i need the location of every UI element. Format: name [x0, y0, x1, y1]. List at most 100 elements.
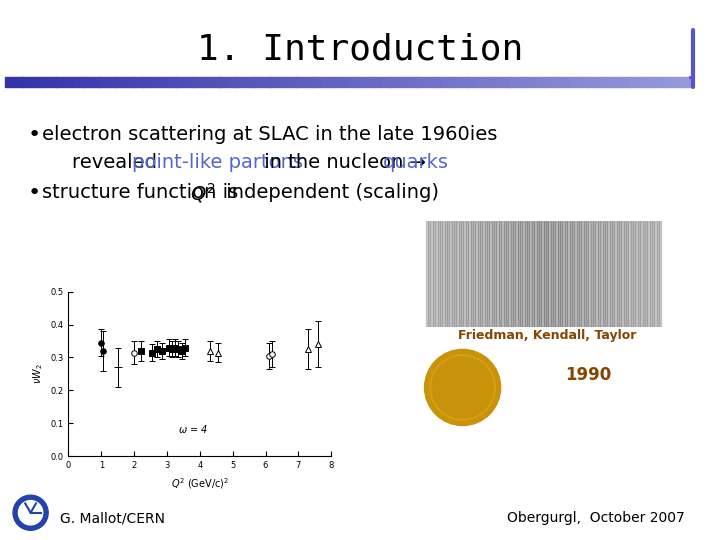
Text: 1990: 1990	[565, 366, 611, 384]
Bar	[518, 221, 520, 327]
Bar	[665, 77, 673, 87]
Bar	[645, 221, 647, 327]
Bar	[516, 221, 518, 327]
Bar	[640, 221, 642, 327]
Bar	[279, 77, 288, 87]
Bar	[673, 77, 682, 87]
Bar	[48, 77, 57, 87]
Bar	[629, 221, 631, 327]
Bar	[447, 221, 449, 327]
Bar	[133, 77, 143, 87]
Bar	[477, 221, 480, 327]
Bar	[570, 77, 579, 87]
Bar	[431, 221, 433, 327]
Bar	[508, 221, 510, 327]
Bar	[553, 77, 562, 87]
Bar	[638, 221, 640, 327]
Bar	[459, 77, 468, 87]
Bar	[586, 221, 588, 327]
Bar	[510, 221, 513, 327]
Bar	[40, 77, 48, 87]
Bar	[245, 77, 254, 87]
Bar	[117, 77, 125, 87]
Bar	[445, 221, 447, 327]
Bar	[108, 77, 117, 87]
Bar	[510, 77, 519, 87]
Bar	[99, 77, 108, 87]
Bar	[621, 77, 631, 87]
Bar	[581, 221, 584, 327]
Bar	[656, 77, 665, 87]
Bar	[518, 77, 528, 87]
Bar	[322, 77, 331, 87]
Bar	[442, 221, 445, 327]
Text: in the nucleon →: in the nucleon →	[258, 152, 432, 172]
Bar	[544, 77, 554, 87]
Bar	[499, 221, 501, 327]
Bar	[194, 77, 202, 87]
Text: $\omega$ = 4: $\omega$ = 4	[179, 423, 208, 435]
Bar	[534, 221, 536, 327]
Bar	[544, 221, 546, 327]
Bar	[287, 77, 297, 87]
Bar	[219, 77, 228, 87]
Bar	[630, 77, 639, 87]
Text: point-like partons: point-like partons	[132, 152, 303, 172]
Bar	[435, 221, 438, 327]
Bar	[610, 221, 612, 327]
Circle shape	[13, 495, 48, 530]
Text: $Q^2$: $Q^2$	[190, 181, 216, 205]
Bar	[560, 221, 562, 327]
Bar	[31, 77, 40, 87]
Text: •: •	[28, 125, 41, 145]
Bar	[466, 221, 468, 327]
Bar	[593, 221, 595, 327]
Bar	[520, 221, 523, 327]
Bar	[330, 77, 339, 87]
Bar	[647, 221, 649, 327]
Bar	[426, 221, 428, 327]
Text: G. Mallot/CERN: G. Mallot/CERN	[60, 511, 165, 525]
Bar	[579, 77, 588, 87]
Bar	[605, 221, 607, 327]
Bar	[438, 221, 440, 327]
Bar	[588, 77, 596, 87]
Bar	[168, 77, 176, 87]
Bar	[503, 221, 506, 327]
Bar	[456, 221, 459, 327]
Text: 1. Introduction: 1. Introduction	[197, 33, 523, 67]
Bar	[56, 77, 66, 87]
Bar	[639, 77, 648, 87]
Bar	[600, 221, 603, 327]
Bar	[607, 221, 610, 327]
Bar	[416, 77, 425, 87]
Circle shape	[19, 501, 42, 525]
Bar	[159, 77, 168, 87]
Bar	[572, 221, 575, 327]
Bar	[590, 221, 593, 327]
Bar	[657, 221, 659, 327]
Bar	[536, 77, 545, 87]
Bar	[373, 77, 382, 87]
Bar	[356, 77, 365, 87]
Bar	[305, 77, 314, 87]
Bar	[490, 221, 492, 327]
Bar	[449, 221, 451, 327]
Bar	[73, 77, 83, 87]
Bar	[91, 77, 99, 87]
Text: revealed: revealed	[72, 152, 163, 172]
Bar	[527, 221, 529, 327]
Bar	[461, 221, 464, 327]
Bar	[22, 77, 31, 87]
Y-axis label: $\nu W_2$: $\nu W_2$	[31, 363, 45, 384]
Bar	[636, 221, 638, 327]
Bar	[253, 77, 262, 87]
Text: electron scattering at SLAC in the late 1960ies: electron scattering at SLAC in the late …	[42, 125, 498, 145]
Bar	[451, 221, 454, 327]
Bar	[551, 221, 553, 327]
Bar	[399, 77, 408, 87]
Bar	[546, 221, 549, 327]
Bar	[487, 221, 490, 327]
Bar	[228, 77, 237, 87]
Bar	[575, 221, 577, 327]
